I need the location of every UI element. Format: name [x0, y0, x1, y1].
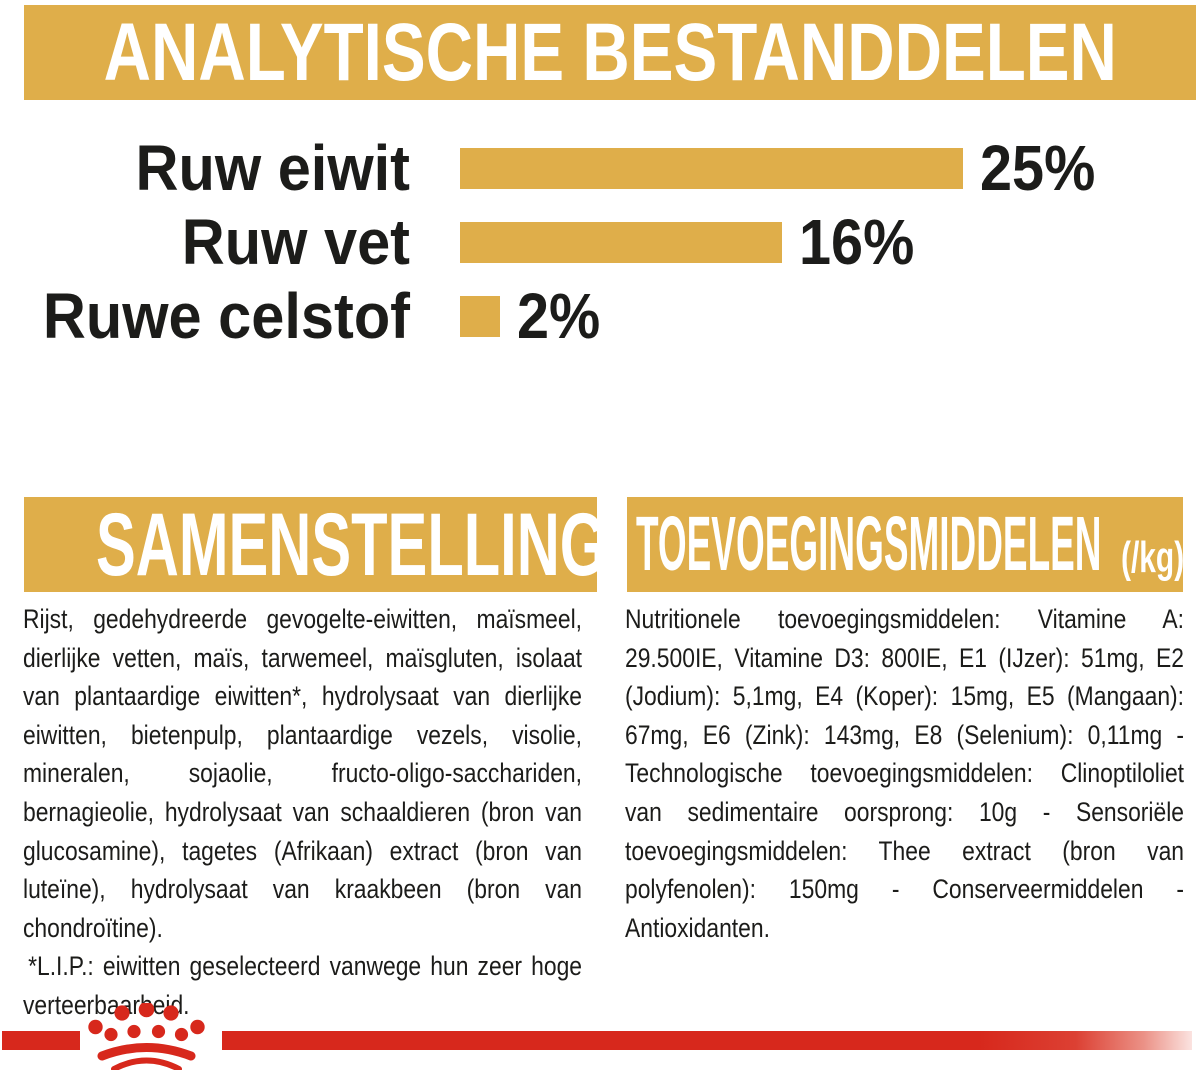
royal-canin-crown-icon — [88, 1003, 205, 1070]
brand-stripe-left — [2, 1031, 80, 1050]
chart-category-label: Ruw vet — [181, 206, 410, 278]
composition-footnote: *L.I.P.: eiwitten geselecteerd vanwege h… — [23, 951, 583, 1020]
chart-bar — [460, 222, 782, 263]
additives-body-text: Nutritionele toevoegingsmiddelen: Vitami… — [625, 604, 1185, 943]
additives-title-unit-suffix: (/kg) — [1121, 533, 1185, 582]
additives-title: TOEVOEGINGSMIDDELEN — [636, 501, 1102, 587]
chart-bar — [460, 296, 500, 337]
additives-header: TOEVOEGINGSMIDDELEN (/kg) — [627, 497, 1185, 592]
chart-bar — [460, 148, 963, 189]
chart-row: Ruwe celstof 2% — [0, 280, 1200, 352]
composition-body-text: Rijst, gedehydreerde gevogelte-eiwitten,… — [23, 604, 583, 943]
chart-category-label: Ruw eiwit — [135, 132, 410, 204]
chart-value-label: 16% — [799, 206, 915, 278]
chart-value-label: 25% — [980, 132, 1096, 204]
composition-title: SAMENSTELLING — [96, 494, 607, 594]
composition-body-column: Rijst, gedehydreerde gevogelte-eiwitten,… — [23, 600, 683, 1025]
additives-body-column: Nutritionele toevoegingsmiddelen: Vitami… — [625, 600, 1200, 947]
banner-title: ANALYTISCHE BESTANDDELEN — [103, 6, 1117, 98]
analytical-components-chart: Ruw eiwit 25% Ruw vet 16% Ruwe celstof 2% — [0, 132, 1200, 352]
chart-row: Ruw vet 16% — [0, 206, 1200, 278]
composition-header: SAMENSTELLING — [24, 497, 606, 592]
chart-value-label: 2% — [517, 280, 601, 352]
chart-category-label: Ruwe celstof — [42, 280, 411, 352]
chart-row: Ruw eiwit 25% — [0, 132, 1200, 204]
analytical-components-banner: ANALYTISCHE BESTANDDELEN — [24, 5, 1196, 100]
brand-stripe-right — [222, 1031, 1192, 1050]
